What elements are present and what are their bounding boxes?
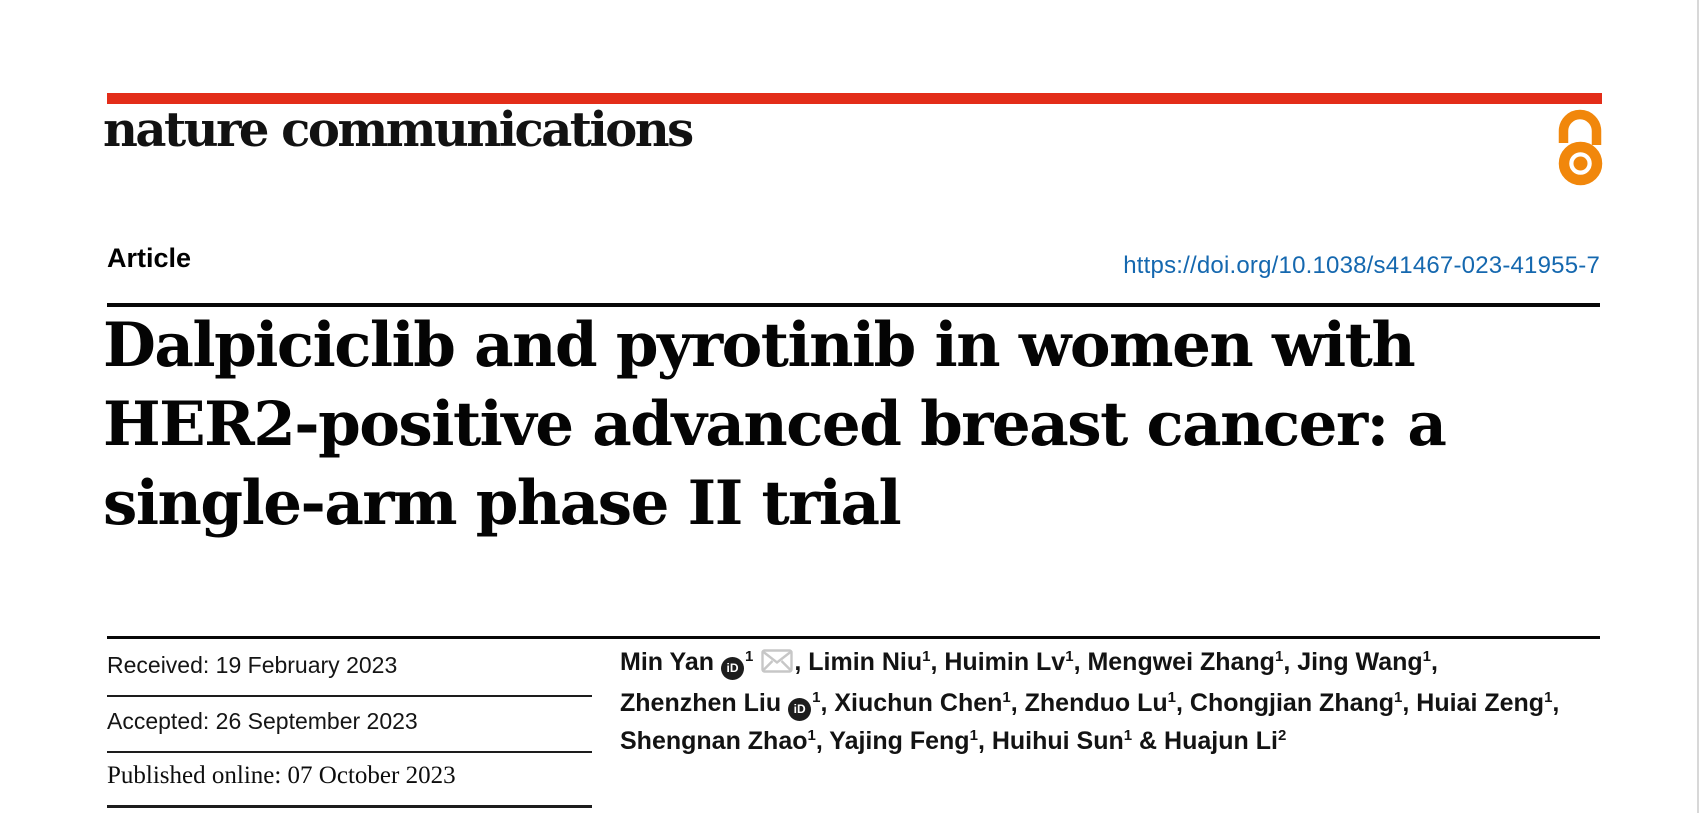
author-affiliation-superscript: 1 [812,689,821,706]
author-name-text: , Huihui Sun [977,727,1124,755]
meta-divider [107,751,592,753]
author-line: Min Yan iD1, Limin Niu1, Huimin Lv1, Meng… [620,643,1630,684]
masthead-red-bar [107,93,1602,104]
title-line-2: HER2-positive advanced breast cancer: a [103,389,1447,460]
article-type-label: Article [107,243,192,273]
author-name-text: Min Yan [620,648,715,676]
author-name-text: & Huajun Li [1132,727,1278,755]
author-affiliation-superscript: 1 [745,648,754,665]
author-affiliation-superscript: 1 [1167,689,1177,706]
author-affiliation-superscript: 1 [1123,727,1133,744]
author-name-text: , Huimin Lv [930,648,1066,676]
title-line-1: Dalpiciclib and pyrotinib in women with [103,310,1416,381]
title-line-3: single-arm phase II trial [103,468,902,539]
journal-wordmark: nature communications [103,102,694,158]
header-rule [107,303,1600,307]
author-line: Shengnan Zhao1, Yajing Feng1, Huihui Sun… [620,722,1630,760]
received-date: Received: 19 February 2023 [107,652,398,678]
author-name-text: , Yajing Feng [815,727,970,755]
author-name-text: , Xiuchun Chen [820,689,1003,717]
author-affiliation-superscript: 1 [1274,648,1284,665]
author-name-text: , Huiai Zeng [1402,689,1545,717]
author-line: Zhenzhen Liu iD1, Xiuchun Chen1, Zhenduo … [620,684,1630,722]
meta-divider [107,695,592,697]
author-name-text: Shengnan Zhao [620,727,808,755]
author-name-text: , [1431,648,1438,676]
author-affiliation-superscript: 2 [1277,727,1287,744]
article-title: Dalpiciclib and pyrotinib in women with … [103,306,1523,543]
author-affiliation-superscript: 1 [1002,689,1011,706]
published-date: Published online: 07 October 2023 [107,762,456,789]
author-affiliation-superscript: 1 [1065,648,1074,665]
author-name-text: , Zhenduo Lu [1010,689,1168,717]
open-access-lock-icon [1554,106,1606,186]
author-name-text: , [1552,689,1560,717]
author-name-text: , Limin Niu [794,648,923,676]
author-affiliation-superscript: 1 [807,727,816,744]
author-affiliation-superscript: 1 [969,727,978,744]
meta-top-rule [107,636,1600,639]
orcid-icon[interactable]: iD [721,657,745,680]
author-affiliation-superscript: 1 [1544,689,1553,706]
email-envelope-icon[interactable] [761,646,794,684]
doi-link[interactable]: https://doi.org/10.1038/s41467-023-41955… [1123,252,1600,279]
meta-divider [107,805,592,808]
author-affiliation-superscript: 1 [922,648,931,665]
author-affiliation-superscript: 1 [1394,689,1403,706]
author-list: Min Yan iD1, Limin Niu1, Huimin Lv1, Meng… [620,643,1630,760]
orcid-icon[interactable]: iD [788,698,812,721]
author-name-text: , Jing Wang [1283,648,1423,676]
author-name-text: , Chongjian Zhang [1176,689,1395,717]
author-affiliation-superscript: 1 [1422,648,1431,665]
page-edge-divider [1697,0,1699,813]
author-name-text: , Mengwei Zhang [1073,648,1275,676]
accepted-date: Accepted: 26 September 2023 [107,708,418,734]
author-name-text: Zhenzhen Liu [620,689,782,717]
